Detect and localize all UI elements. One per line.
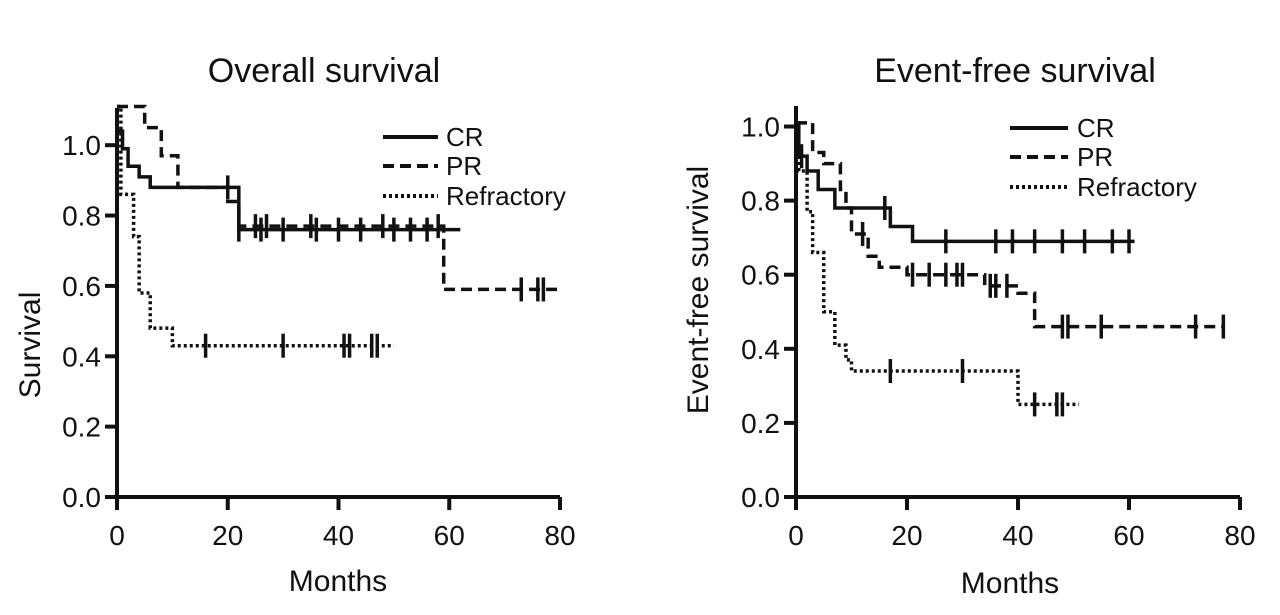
y-tick-label: 0.6 [62,271,101,302]
y-tick-label: 0.2 [62,412,101,443]
y-tick-label: 0.0 [741,482,780,513]
legend-entry-pr: PR [383,151,482,181]
y-tick-label: 1.0 [741,112,780,143]
x-tick-label: 40 [1002,520,1033,551]
series-layer [796,121,1226,417]
x-tick-label: 0 [788,520,804,551]
legend-label-pr: PR [1077,142,1113,172]
legend-entry-cr: CR [383,122,484,152]
y-tick-label: 0.6 [741,260,780,291]
x-tick-label: 20 [212,520,243,551]
x-tick-label: 80 [544,520,575,551]
legend: CR PR Refractory [1010,113,1197,202]
y-tick-label: 0.8 [62,201,101,232]
series-line-refractory [117,104,394,348]
series-line-pr [796,121,1224,329]
chart-title: Event-free survival [874,52,1156,90]
y-tick-label: 0.8 [741,186,780,217]
series-line-refractory [796,121,1080,407]
y-axis-label: Survival [14,292,47,399]
legend-entry-pr: PR [1010,142,1113,172]
y-axis-label: Event-free survival [682,166,715,414]
series-line-pr [117,104,560,292]
x-tick-label: 20 [891,520,922,551]
series-layer [117,104,560,358]
y-tick-label: 0.0 [62,482,101,513]
legend-label-refractory: Refractory [1077,172,1197,202]
x-tick-label: 80 [1224,520,1255,551]
y-tick-label: 0.4 [741,334,780,365]
legend-entry-cr: CR [1010,113,1115,143]
axes: 0 20 40 60 80 0.0 0.2 0.4 0.6 0.8 1.0 [741,106,1256,551]
x-axis-label: Months [289,565,387,598]
axes: 0 20 40 60 80 0.0 0.2 0.4 0.6 0.8 1.0 [62,108,576,551]
legend: CR PR Refractory [383,122,566,211]
series-line-cr [117,129,461,232]
y-tick-label: 0.2 [741,408,780,439]
legend-entry-refractory: Refractory [1010,172,1197,202]
legend-label-refractory: Refractory [446,181,566,211]
x-tick-label: 0 [109,520,125,551]
chart-title: Overall survival [208,52,440,90]
x-axis-label: Months [961,567,1059,600]
y-tick-label: 1.0 [62,130,101,161]
y-tick-label: 0.4 [62,341,101,372]
x-tick-label: 40 [323,520,354,551]
legend-label-cr: CR [446,122,484,152]
legend-label-pr: PR [446,151,482,181]
overall-survival-panel: Overall survival Months Survival 0 20 40 60… [14,52,576,598]
legend-entry-refractory: Refractory [383,181,566,211]
x-tick-label: 60 [434,520,465,551]
x-tick-label: 60 [1113,520,1144,551]
legend-label-cr: CR [1077,113,1115,143]
event-free-survival-panel: Event-free survival Months Event-free su… [682,52,1256,600]
